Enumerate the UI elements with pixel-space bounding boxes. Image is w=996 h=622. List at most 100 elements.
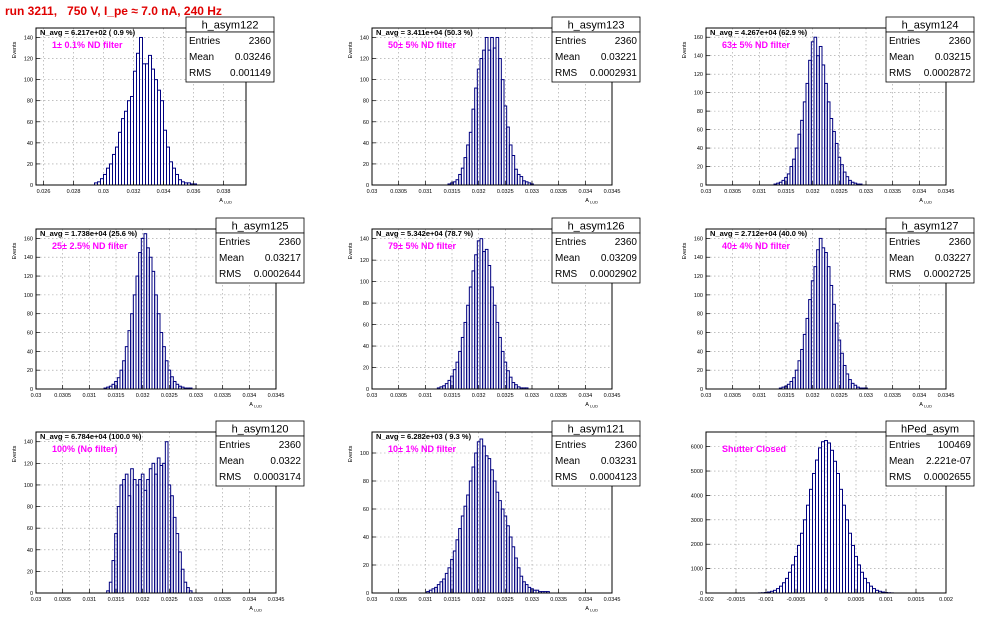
x-tick-label: 0.0345 <box>938 189 955 195</box>
y-tick-label: 100 <box>360 451 369 457</box>
y-tick-label: 0 <box>366 183 369 189</box>
stats-label: Entries <box>189 36 220 47</box>
x-tick-label: 0.032 <box>127 189 141 195</box>
y-tick-label: 80 <box>27 505 33 511</box>
navg-label: N_avg = 6.784e+04 (100.0 %) <box>40 432 142 441</box>
x-tick-label: 0.034 <box>157 189 171 195</box>
filter-annotation: 25± 2.5% ND filter <box>52 241 128 251</box>
x-tick-label: 0.0335 <box>550 393 567 399</box>
x-tick-label: -0.002 <box>698 597 714 603</box>
stats-value: 0.03246 <box>235 52 272 63</box>
stats-box-title: h_asym123 <box>568 20 625 32</box>
stats-label: Entries <box>889 36 920 47</box>
navg-label: N_avg = 2.712e+04 (40.0 %) <box>710 229 808 238</box>
y-tick-label: 40 <box>27 349 33 355</box>
x-tick-label: 0.031 <box>752 189 766 195</box>
x-tick-label: 0.032 <box>806 189 820 195</box>
y-tick-label: 20 <box>697 165 703 171</box>
x-tick-label: 0.0345 <box>938 393 955 399</box>
y-tick-label: 140 <box>360 35 369 41</box>
stats-label: Mean <box>189 52 214 63</box>
x-tick-label: 0.038 <box>217 189 231 195</box>
y-tick-label: 6000 <box>691 445 703 451</box>
x-tick-label: 0.033 <box>859 189 873 195</box>
x-tick-label: 0.0315 <box>108 393 125 399</box>
filter-annotation: 1± 0.1% ND filter <box>52 40 123 50</box>
stats-value: 0.0002655 <box>924 472 972 483</box>
stats-value: 100469 <box>938 440 972 451</box>
y-tick-label: 100 <box>360 280 369 286</box>
y-axis-label: Events <box>682 242 688 259</box>
x-tick-label: 0.0315 <box>444 393 461 399</box>
stats-label: Entries <box>889 237 920 248</box>
x-tick-label: 0.002 <box>939 597 953 603</box>
y-tick-label: 60 <box>27 331 33 337</box>
x-tick-label: -0.0015 <box>727 597 746 603</box>
x-tick-label: 0.0335 <box>550 189 567 195</box>
x-tick-label: 0.0345 <box>604 393 621 399</box>
y-tick-label: 40 <box>363 535 369 541</box>
x-tick-label: 0.0315 <box>108 597 125 603</box>
stats-label: Entries <box>219 237 250 248</box>
x-tick-label: 0.0305 <box>390 597 407 603</box>
x-tick-label: -0.001 <box>758 597 774 603</box>
stats-value: 0.03217 <box>265 253 302 264</box>
y-axis-label: Events <box>12 242 18 259</box>
stats-value: 0.0002644 <box>254 269 302 280</box>
stats-value: 2360 <box>615 237 638 248</box>
y-tick-label: 20 <box>363 563 369 569</box>
stats-box-title: h_asym124 <box>902 20 959 32</box>
y-tick-label: 100 <box>694 293 703 299</box>
y-tick-label: 20 <box>697 368 703 374</box>
x-axis-label: A LUD <box>585 402 598 409</box>
plot-frame <box>705 27 947 186</box>
y-tick-label: 100 <box>24 483 33 489</box>
stats-value: 0.03221 <box>601 52 638 63</box>
y-axis-label: Events <box>12 41 18 58</box>
x-tick-label: 0.034 <box>242 393 256 399</box>
stats-value: 0.03227 <box>935 253 972 264</box>
x-tick-label: 0.0335 <box>884 393 901 399</box>
stats-label: Entries <box>219 440 250 451</box>
stats-label: RMS <box>555 472 578 483</box>
histogram-panel-h_asym123: 0.03 0.0305 0.031 0.0315 0.032 0.0325 0.033 0.0… <box>348 16 641 205</box>
y-tick-label: 60 <box>697 128 703 134</box>
stats-value: 2360 <box>949 36 972 47</box>
y-tick-label: 160 <box>694 35 703 41</box>
x-tick-label: 0.0015 <box>908 597 925 603</box>
stats-value: 2360 <box>615 36 638 47</box>
stats-value: 2360 <box>279 237 302 248</box>
x-axis-label: A LUD <box>585 606 598 613</box>
stats-box-title: h_asym126 <box>568 221 625 233</box>
x-tick-label: 0.03 <box>31 597 42 603</box>
x-tick-label: 0.0315 <box>778 393 795 399</box>
y-tick-label: 160 <box>694 236 703 242</box>
histogram-panel-h_asym126: 0.03 0.0305 0.031 0.0315 0.032 0.0325 0.033 0.0… <box>348 217 641 409</box>
y-tick-label: 60 <box>363 507 369 513</box>
x-axis-label: A LUD <box>219 198 232 205</box>
y-tick-label: 40 <box>697 349 703 355</box>
stats-box <box>551 31 641 83</box>
x-tick-label: 0.0305 <box>724 393 741 399</box>
stats-box <box>215 435 305 487</box>
x-tick-label: 0.036 <box>187 189 201 195</box>
y-tick-label: 0 <box>30 387 33 393</box>
y-tick-label: 140 <box>694 255 703 261</box>
stats-label: RMS <box>219 269 242 280</box>
navg-label: N_avg = 6.282e+03 ( 9.3 %) <box>376 432 472 441</box>
y-axis-label: Events <box>12 445 18 462</box>
y-tick-label: 40 <box>697 146 703 152</box>
stats-box <box>551 232 641 284</box>
x-tick-label: 0.0345 <box>604 189 621 195</box>
x-tick-label: 0.0305 <box>54 393 71 399</box>
y-tick-label: 80 <box>27 312 33 318</box>
y-tick-label: 120 <box>24 57 33 63</box>
y-tick-label: 100 <box>24 293 33 299</box>
page-title: run 3211, 750 V, I_pe ≈ 7.0 nA, 240 Hz <box>5 4 222 18</box>
stats-value: 2360 <box>615 440 638 451</box>
y-tick-label: 80 <box>363 301 369 307</box>
y-tick-label: 20 <box>363 366 369 372</box>
x-tick-label: 0.0005 <box>848 597 865 603</box>
y-tick-label: 0 <box>30 183 33 189</box>
stats-box-title: h_asym125 <box>232 221 289 233</box>
